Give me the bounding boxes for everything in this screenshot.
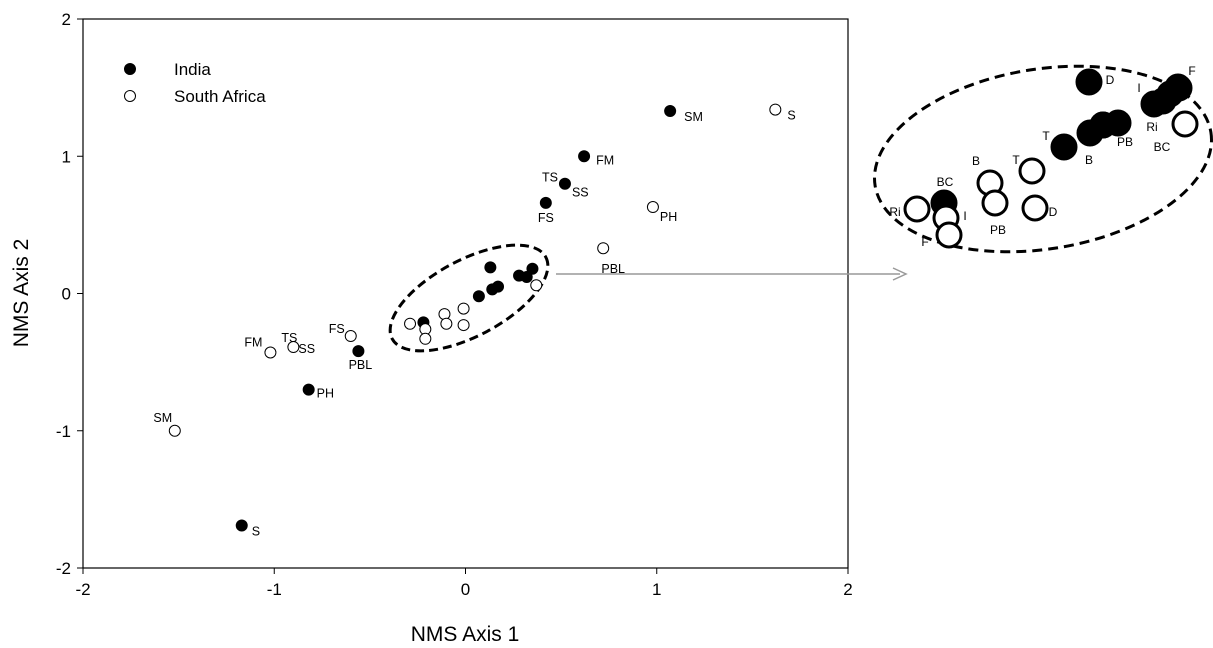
inset-point-label: BC [937,175,954,189]
inset-south-africa-point [935,221,963,249]
point-label: SM [153,411,172,425]
inset-south-africa-point [981,189,1009,217]
point-label: TS [281,331,297,345]
point-label: S [252,524,260,538]
inset-south-africa-point [1018,157,1046,185]
y-tick-label: 2 [62,10,71,29]
point-label: SS [572,186,589,200]
south-africa-point [457,319,470,332]
india-point [526,262,539,275]
south-africa-point [646,201,659,214]
point-label: SM [684,110,703,124]
point-label: FM [244,336,262,350]
inset-india-point [1050,133,1078,161]
south-africa-point [404,317,417,330]
india-point [302,383,315,396]
south-africa-point [597,242,610,255]
inset-points [903,68,1199,249]
inset-south-africa-point [1021,194,1049,222]
legend-label-south-africa: South Africa [174,87,266,106]
inset-point-label: F [1188,64,1195,78]
inset-india-point [1075,68,1103,96]
inset-india-point [1140,90,1168,118]
legend-marker-india [124,63,136,75]
axis-ticks [77,18,849,574]
inset-south-africa-point [1171,110,1199,138]
x-tick-label: 0 [461,580,470,599]
data-points [168,103,782,532]
point-label: FM [596,153,614,167]
south-africa-point [440,317,453,330]
inset-point-label: D [1106,73,1115,87]
cluster-highlight-ellipse [388,243,550,353]
south-africa-point [530,279,543,292]
south-africa-point [457,302,470,315]
point-label: FS [538,211,554,225]
south-africa-point [344,330,357,343]
y-tick-label: 0 [62,285,71,304]
x-tick-label: 1 [652,580,661,599]
zoom-arrow-head [892,267,908,281]
x-tick-label: 2 [843,580,852,599]
inset-point-label: D [1049,205,1058,219]
inset-point-label: T [1012,153,1020,167]
axis-tick-labels: -2 -1 0 1 2 -2 -1 0 1 2 [56,10,853,599]
point-label: TS [542,171,558,185]
india-point [484,261,497,274]
south-africa-point [769,103,782,116]
x-tick-label: -2 [75,580,90,599]
point-label: SS [298,342,315,356]
point-label: FS [329,322,345,336]
india-point [539,196,552,209]
inset-point-label: F [921,235,928,249]
inset-point-label: B [972,154,980,168]
inset-point-label: I [963,209,966,223]
x-tick-label: -1 [267,580,282,599]
india-point [492,280,505,293]
inset-point-label: B [1085,153,1093,167]
inset-india-point [1076,119,1104,147]
y-tick-label: -1 [56,422,71,441]
inset-india-point [1165,74,1193,102]
india-point [558,177,571,190]
india-point [520,271,533,284]
south-africa-point [168,424,181,437]
inset-point-label: PB [990,223,1006,237]
legend-marker-south-africa [124,90,136,102]
south-africa-point [419,332,432,345]
inset-point-label: Ri [1146,120,1157,134]
inset-point-label: Ri [889,205,900,219]
point-label: S [787,109,795,123]
india-point [235,519,248,532]
india-point [664,104,677,117]
south-africa-point [287,341,300,354]
south-africa-point [438,308,451,321]
inset-point-label: BC [1154,140,1171,154]
point-label: PBL [601,262,625,276]
y-tick-label: 1 [62,147,71,166]
india-point [352,345,365,358]
x-axis-title: NMS Axis 1 [411,623,520,646]
inset-point-labels: D I F Ri PB T B BC BC B T PB D Ri I F [889,64,1195,249]
point-label: PH [660,210,677,224]
inset-ellipse [873,64,1213,254]
inset-south-africa-point [903,195,931,223]
south-africa-point [264,346,277,359]
y-tick-label: -2 [56,559,71,578]
legend-label-india: India [174,60,211,79]
legend: India South Africa [124,60,266,106]
inset-point-label: T [1042,129,1050,143]
y-axis-title: NMS Axis 2 [10,239,33,348]
india-point [578,150,591,163]
point-label: PBL [349,358,373,372]
inset-point-label: I [1137,81,1140,95]
point-label: PH [317,387,334,401]
india-point [472,290,485,303]
inset-point-label: PB [1117,135,1133,149]
